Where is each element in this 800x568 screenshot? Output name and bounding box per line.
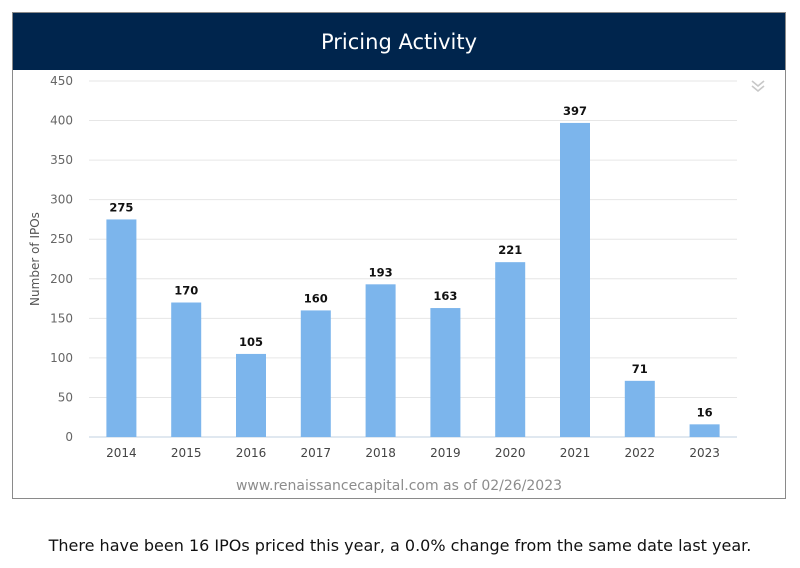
bar-2017[interactable] [300, 310, 331, 437]
chart-header: Pricing Activity [13, 13, 785, 70]
data-labels: 275 170 105 160 193 163 221 397 71 16 [109, 104, 712, 419]
chart-title: Pricing Activity [321, 29, 477, 54]
data-label-2014: 275 [109, 200, 133, 214]
bar-2020[interactable] [495, 262, 526, 437]
data-label-2016: 105 [239, 335, 263, 349]
bar-chart: 275 170 105 160 193 163 221 397 71 16 0 50 100 150 20… [28, 74, 737, 460]
data-label-2018: 193 [369, 265, 393, 279]
y-axis-ticks: 0 50 100 150 200 250 300 350 400 450 [50, 74, 73, 444]
y-axis-label: Number of IPOs [28, 212, 42, 306]
source-credit: www.renaissancecapital.com as of 02/26/2… [235, 478, 563, 494]
y-tick-label: 100 [50, 351, 73, 365]
grid-lines [89, 80, 737, 438]
x-axis-ticks: 2014 2015 2016 2017 2018 2019 2020 2021 2022 2023 [106, 446, 720, 460]
bar-2023[interactable] [689, 424, 720, 437]
y-tick-label: 200 [50, 272, 73, 286]
x-tick-label: 2016 [236, 446, 267, 460]
bar-2015[interactable] [171, 302, 202, 437]
y-tick-label: 150 [50, 311, 73, 325]
y-tick-label: 250 [50, 232, 73, 246]
x-tick-label: 2015 [171, 446, 202, 460]
y-tick-label: 300 [50, 193, 73, 207]
y-tick-label: 0 [65, 430, 73, 444]
y-tick-label: 400 [50, 114, 73, 128]
data-label-2017: 160 [304, 291, 328, 305]
bar-2021[interactable] [560, 122, 590, 437]
double-chevron-down-icon[interactable] [749, 77, 767, 95]
y-tick-label: 350 [50, 153, 73, 167]
x-tick-label: 2022 [625, 446, 656, 460]
x-tick-label: 2019 [430, 446, 461, 460]
x-tick-label: 2021 [560, 446, 591, 460]
bars [106, 122, 720, 437]
x-tick-label: 2017 [301, 446, 332, 460]
data-label-2015: 170 [174, 284, 198, 298]
data-label-2022: 71 [632, 362, 648, 376]
bar-2014[interactable] [106, 219, 137, 437]
y-tick-label: 450 [50, 74, 73, 88]
x-tick-label: 2020 [495, 446, 526, 460]
x-tick-label: 2014 [106, 446, 137, 460]
data-label-2019: 163 [433, 289, 457, 303]
bar-2022[interactable] [624, 380, 655, 437]
x-tick-label: 2018 [365, 446, 396, 460]
bar-2018[interactable] [365, 284, 396, 437]
chart-panel: Pricing Activity 275 170 105 160 193 163 221 39… [12, 12, 786, 499]
bar-2019[interactable] [430, 308, 461, 437]
summary-text: There have been 16 IPOs priced this year… [48, 536, 752, 555]
y-tick-label: 50 [58, 390, 73, 404]
data-label-2021: 397 [563, 104, 587, 118]
bar-2016[interactable] [236, 353, 266, 437]
data-label-2023: 16 [697, 405, 713, 419]
data-label-2020: 221 [498, 243, 522, 257]
x-tick-label: 2023 [689, 446, 720, 460]
